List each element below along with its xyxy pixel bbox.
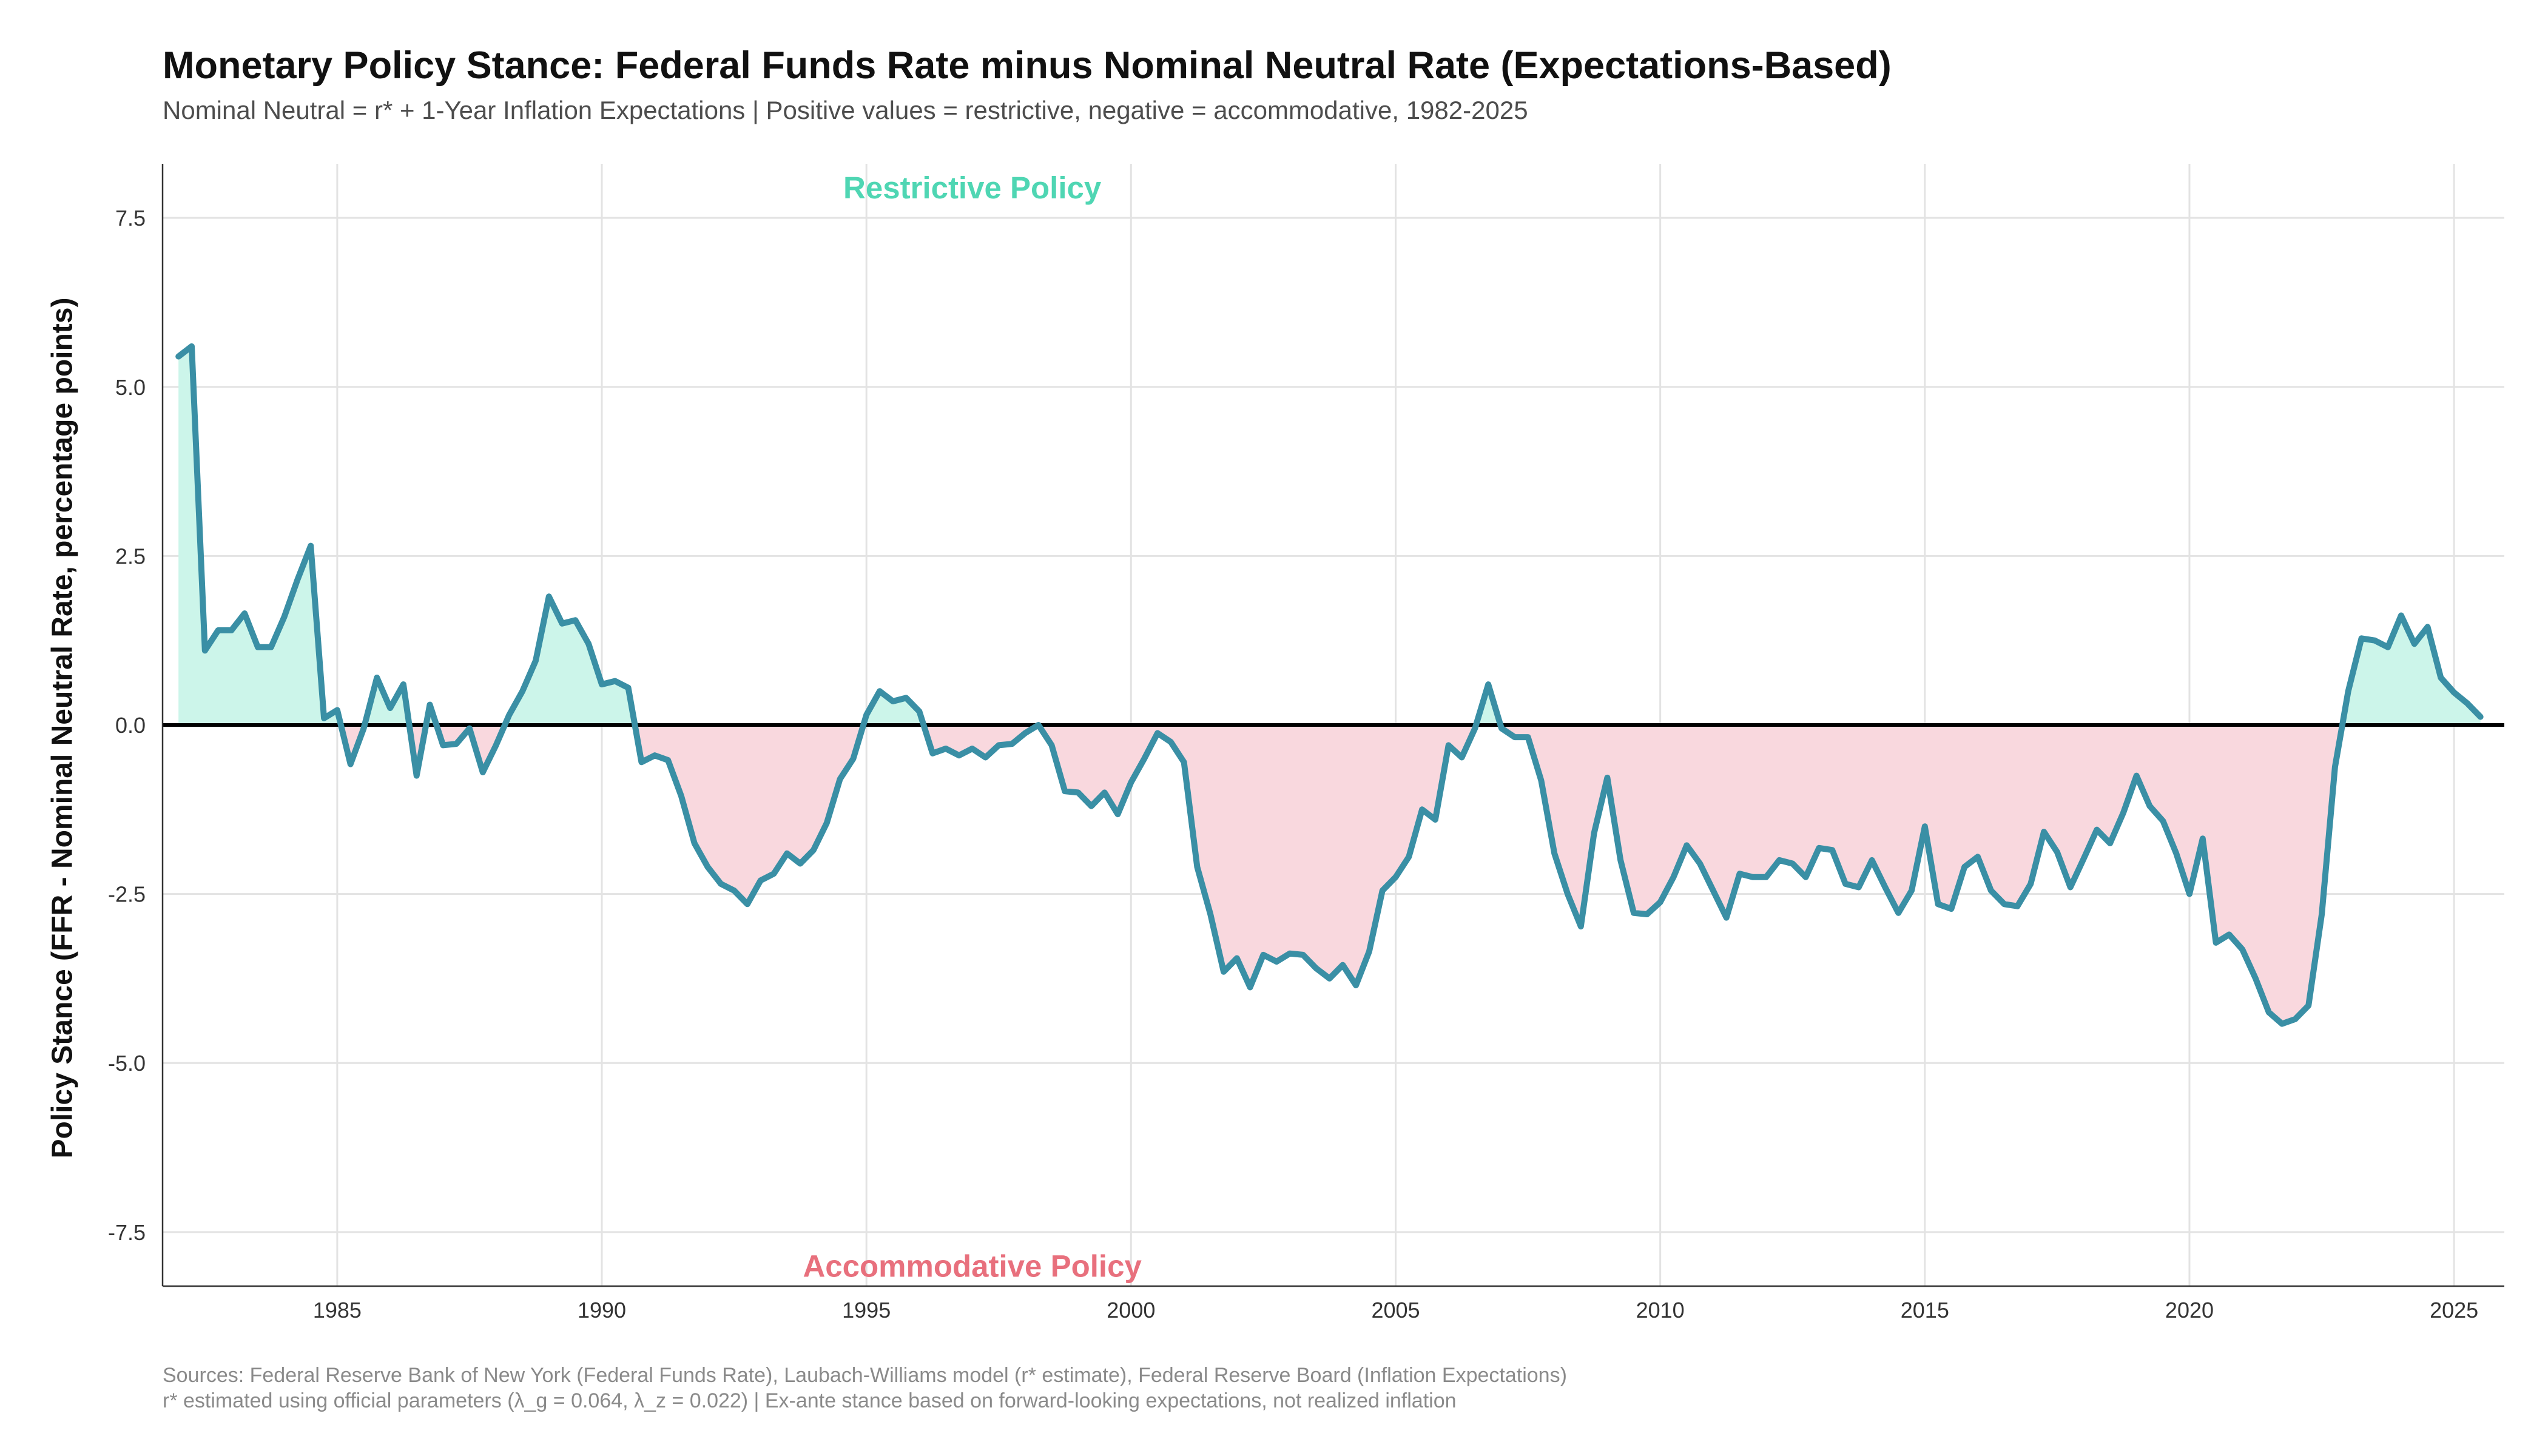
fill-layer [178, 346, 2481, 1024]
accommodative-area [178, 725, 2481, 1024]
x-tick-label: 1985 [313, 1298, 362, 1323]
axis-layer [161, 164, 2504, 1287]
x-tick-label: 1995 [842, 1298, 891, 1323]
x-tick-label: 2020 [2165, 1298, 2214, 1323]
restrictive-area [178, 346, 2481, 725]
x-tick-label: 2000 [1107, 1298, 1155, 1323]
policy-stance-line [175, 343, 2484, 1027]
chart-subtitle: Nominal Neutral = r* + 1-Year Inflation … [163, 96, 1528, 124]
x-tick-label: 1990 [578, 1298, 626, 1323]
y-tick-label: 7.5 [115, 206, 146, 231]
annotation-layer: Restrictive Policy Accommodative Policy [803, 170, 1142, 1284]
restrictive-policy-label: Restrictive Policy [843, 170, 1102, 205]
y-tick-label: 2.5 [115, 544, 146, 568]
series-line-layer [175, 343, 2484, 1027]
chart-title: Monetary Policy Stance: Federal Funds Ra… [163, 44, 1892, 87]
tick-label-layer: 1985 1990 1995 2000 2005 2010 2015 2020 2025 -7.5… [108, 206, 2478, 1323]
caption-sources: Sources: Federal Reserve Bank of New Yor… [163, 1364, 1567, 1387]
accommodative-policy-label: Accommodative Policy [803, 1249, 1142, 1284]
y-tick-label: -2.5 [108, 882, 146, 907]
x-tick-label: 2010 [1636, 1298, 1685, 1323]
y-tick-label: 0.0 [115, 713, 146, 738]
x-tick-label: 2015 [1901, 1298, 1949, 1323]
x-tick-label: 2025 [2430, 1298, 2478, 1323]
y-axis-label: Policy Stance (FFR - Nominal Neutral Rat… [46, 297, 79, 1159]
x-tick-label: 2005 [1371, 1298, 1420, 1323]
caption-method-note: r* estimated using official parameters (… [163, 1389, 1457, 1412]
y-tick-label: -5.0 [108, 1051, 146, 1076]
y-tick-label: 5.0 [115, 375, 146, 400]
y-tick-label: -7.5 [108, 1220, 146, 1245]
